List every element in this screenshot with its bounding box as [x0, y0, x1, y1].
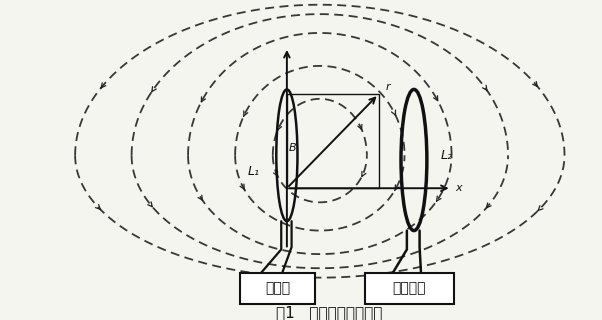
Text: 感应接收: 感应接收 [393, 281, 426, 295]
Text: B: B [289, 143, 296, 153]
Bar [287, 94, 379, 188]
Text: 图1   通电线圈磁场分布: 图1 通电线圈磁场分布 [276, 306, 382, 320]
Bar [240, 273, 315, 304]
Text: r: r [386, 82, 390, 92]
Bar [365, 273, 454, 304]
Text: L₂: L₂ [441, 149, 453, 162]
Text: x: x [455, 183, 462, 193]
Text: L₁: L₁ [248, 165, 260, 178]
Text: 激励源: 激励源 [265, 281, 290, 295]
